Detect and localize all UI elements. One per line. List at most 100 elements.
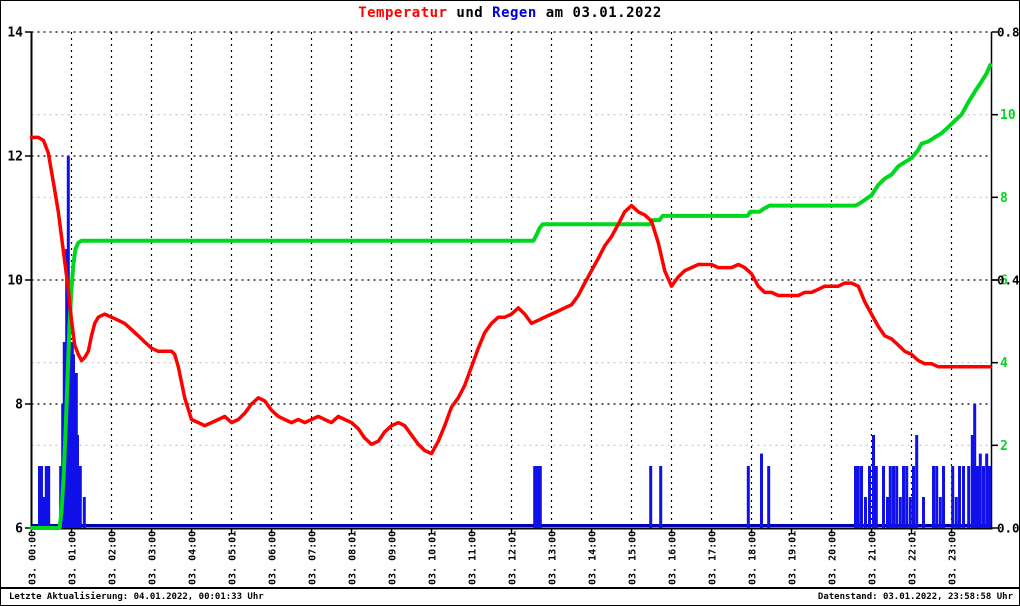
- rain-bar: [860, 466, 863, 528]
- x-tick-label: 03. 12:01: [508, 531, 519, 585]
- x-tick-label: 03. 15:00: [628, 531, 639, 585]
- rain-bar: [982, 466, 985, 528]
- x-tick-label: 03. 02:00: [108, 531, 119, 585]
- x-tick-label: 03. 04:00: [188, 531, 199, 585]
- left-axis-tick-label: 6: [15, 522, 23, 537]
- x-tick-label: 03. 01:00: [68, 531, 79, 585]
- temperature-line: [29, 135, 993, 456]
- rain-bar: [988, 466, 991, 528]
- rain-total-tick-label: 6: [1000, 274, 1008, 289]
- rain-bar: [856, 466, 860, 528]
- rain-total-line: [29, 63, 993, 530]
- rain-bar: [44, 466, 48, 528]
- x-tick-label: 03. 14:00: [588, 531, 599, 585]
- rain-bar: [69, 342, 73, 528]
- rain-bar: [973, 404, 977, 528]
- x-tick-label: 03. 17:00: [708, 531, 719, 585]
- rain-bar: [38, 466, 41, 528]
- left-axis-tick-label: 10: [7, 274, 23, 289]
- rain-bar: [942, 466, 945, 528]
- rain-bar: [895, 466, 899, 528]
- rain-bar: [872, 435, 875, 528]
- rain-bar: [886, 497, 889, 528]
- rain-bar: [40, 466, 43, 528]
- rain-bar: [951, 466, 955, 528]
- rain-bar: [962, 466, 965, 528]
- hour-gridlines: [30, 32, 953, 533]
- rain-bar: [976, 466, 979, 528]
- left-axis-tick-label: 14: [7, 26, 23, 41]
- x-tick-label: 03. 09:00: [388, 531, 399, 585]
- rain-bar: [77, 466, 81, 528]
- x-tick-label: 03. 08:01: [348, 531, 359, 585]
- x-tick-label: 03. 03:00: [148, 531, 159, 585]
- left-axis-tick-label: 12: [7, 150, 23, 165]
- x-tick-label: 03. 23:00: [948, 531, 959, 585]
- rain-bar: [73, 373, 77, 528]
- rain-bar: [935, 466, 939, 528]
- footer-divider: [1, 587, 1019, 589]
- x-tick-label: 03. 11:00: [468, 531, 479, 585]
- x-tick-label: 03. 07:00: [308, 531, 319, 585]
- left-axis-labels: 6 8 10 12 14: [7, 26, 32, 537]
- x-tick-label: 03. 13:00: [548, 531, 559, 585]
- rain-bar: [888, 466, 892, 528]
- rain-bar: [533, 466, 537, 528]
- rain-bar: [978, 453, 982, 528]
- rain-bar: [958, 466, 961, 528]
- rain-rate-tick-label: 0.0: [997, 521, 1020, 536]
- title-date-label: am 03.01.2022: [536, 5, 662, 21]
- rain-bar: [760, 453, 763, 528]
- rain-bar: [868, 466, 871, 528]
- left-axis-tick-label: 8: [15, 398, 23, 413]
- rain-rate-tick-label: 0.8: [997, 25, 1020, 40]
- rain-bar: [659, 466, 663, 528]
- rain-total-tick-label: 2: [1000, 439, 1008, 454]
- x-tick-label: 03. 18:00: [748, 531, 759, 585]
- rain-bar: [649, 466, 653, 528]
- rain-bar: [970, 435, 974, 528]
- title-temperatur-label: Temperatur: [358, 5, 448, 21]
- x-tick-label: 03. 19:01: [788, 531, 799, 585]
- rain-bar: [746, 466, 750, 528]
- x-tick-label: 03. 00:00: [28, 531, 39, 585]
- rain-bar: [938, 497, 942, 528]
- title-und-label: und: [447, 5, 493, 21]
- x-tick-labels: 03. 00:00 03. 01:00 03. 02:00 03. 03:00 03. …: [28, 531, 959, 585]
- rain-bar: [932, 466, 935, 528]
- x-tick-label: 03. 20:00: [828, 531, 839, 585]
- title-regen-label: Regen: [492, 5, 537, 21]
- rain-bar: [78, 466, 82, 528]
- rain-bar: [854, 466, 857, 528]
- rain-bar: [864, 497, 867, 528]
- x-tick-label: 03. 22:01: [908, 531, 919, 585]
- right-axis-rain-total-labels: 2 4 6 8 10: [991, 108, 1016, 454]
- x-tick-label: 03. 06:00: [268, 531, 279, 585]
- rain-bar: [954, 497, 958, 528]
- rain-bar: [902, 466, 905, 528]
- rain-bar: [82, 497, 86, 528]
- rain-bar: [915, 435, 919, 528]
- x-tick-label: 03. 10:01: [428, 531, 439, 585]
- rain-bar: [898, 497, 902, 528]
- rain-bar: [967, 466, 971, 528]
- chart-title: Temperatur und Regen am 03.01.2022: [1, 5, 1019, 21]
- rain-bar: [908, 497, 912, 528]
- x-tick-label: 03. 16:00: [668, 531, 679, 585]
- rain-bar: [536, 466, 539, 528]
- rain-bar: [538, 466, 542, 528]
- rain-total-tick-label: 10: [1000, 108, 1016, 123]
- x-tick-label: 03. 21:00: [868, 531, 879, 585]
- rain-bar: [874, 466, 878, 528]
- rain-bar: [912, 466, 915, 528]
- x-tick-label: 03. 05:01: [228, 531, 239, 585]
- rain-bar: [47, 466, 51, 528]
- rain-bar: [922, 497, 925, 528]
- rain-total-tick-label: 8: [1000, 191, 1008, 206]
- rain-bar: [42, 497, 45, 528]
- data-timestamp-text: Datenstand: 03.01.2022, 23:58:58 Uhr: [817, 592, 1013, 602]
- right-axis-rain-rate-labels: 0.0 0.4 0.8: [991, 25, 1020, 536]
- rain-bar: [892, 466, 895, 528]
